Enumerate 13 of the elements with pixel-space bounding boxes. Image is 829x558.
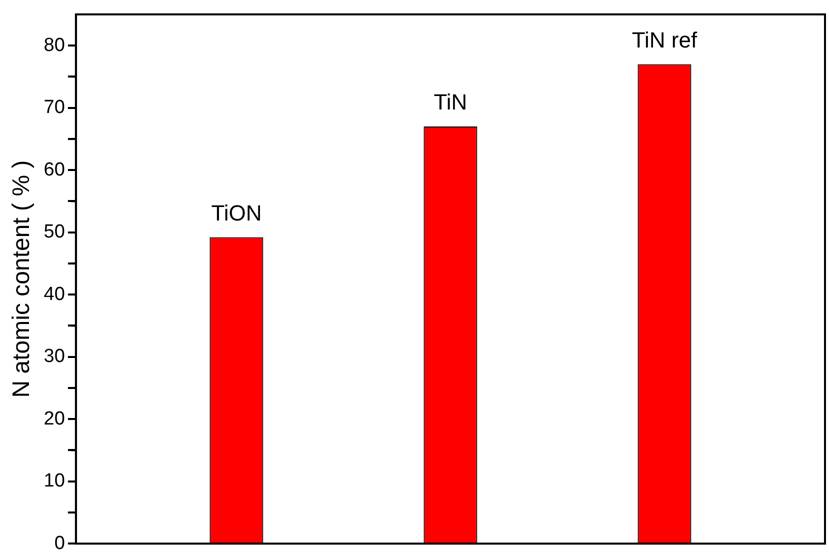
y-tick-label: 10	[44, 470, 65, 492]
y-tick-label: 0	[54, 532, 65, 554]
y-tick-label: 40	[44, 284, 65, 305]
data-label: TiN	[434, 90, 468, 115]
y-tick-label: 30	[44, 346, 65, 368]
data-label: TiN ref	[632, 27, 698, 52]
y-tick-label: 20	[44, 408, 65, 430]
y-axis-title: N atomic content ( % )	[8, 160, 36, 398]
y-tick-label: 70	[44, 97, 65, 118]
y-tick-label: 80	[44, 34, 65, 56]
y-tick-label: 60	[44, 159, 65, 180]
y-tick-label: 50	[44, 222, 65, 243]
data-label: TiON	[211, 200, 262, 226]
